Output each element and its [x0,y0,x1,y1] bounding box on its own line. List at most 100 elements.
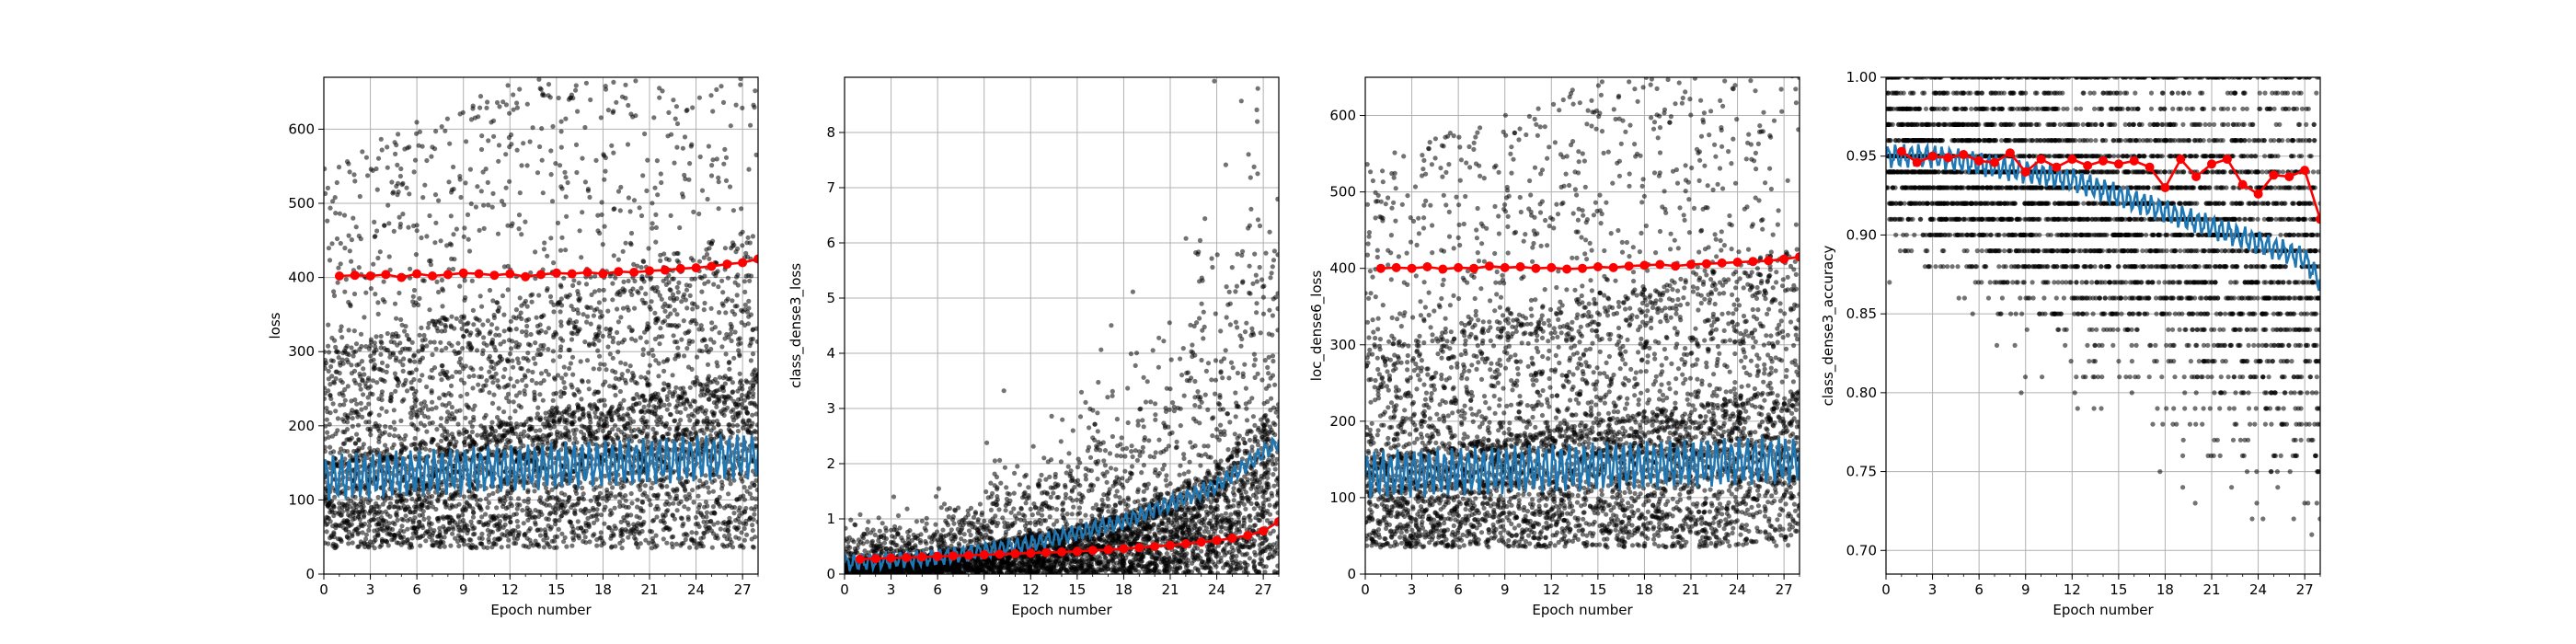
scatter-point [430,399,435,405]
scatter-point [411,352,417,358]
scatter-point [704,391,709,397]
scatter-point [546,422,552,428]
scatter-point [525,358,531,363]
scatter-point [610,437,615,443]
scatter-point [507,178,512,184]
scatter-point [557,517,562,523]
scatter-point [446,179,452,185]
scatter-point [579,429,584,434]
scatter-point [336,165,342,170]
scatter-point [748,36,753,40]
scatter-point [509,142,514,147]
scatter-point [574,169,580,176]
scatter-point [485,99,490,105]
scatter-point [696,52,700,57]
scatter-point [493,348,499,353]
scatter-point [434,325,440,331]
scatter-point [446,400,452,406]
scatter-point [718,526,723,532]
scatter-point [545,445,550,451]
scatter-point [326,388,331,394]
scatter-point [731,504,738,511]
scatter-point [558,282,564,288]
scatter-point [625,51,629,55]
scatter-point [727,477,732,482]
scatter-point [685,18,690,23]
scatter-point [341,213,348,218]
scatter-point [641,397,647,403]
scatter-point [616,492,622,498]
scatter-point [591,313,597,318]
scatter-point [509,224,514,229]
scatter-point [753,88,758,94]
x-tick-label: 18 [594,581,612,598]
scatter-point [696,493,701,499]
scatter-point [570,96,576,101]
scatter-point [689,366,695,372]
scatter-point [701,519,707,524]
epoch-mean-marker [365,271,375,281]
scatter-point [376,504,382,510]
scatter-point [524,323,530,329]
scatter-point [335,280,340,285]
scatter-point [443,499,448,504]
scatter-point [405,536,410,543]
scatter-point [445,432,451,438]
scatter-point [339,335,345,340]
scatter-point [356,437,362,443]
scatter-point [326,343,331,349]
scatter-point [633,78,638,84]
scatter-point [375,300,381,305]
scatter-point [456,514,462,520]
scatter-point [636,483,641,489]
scatter-point [642,375,649,381]
scatter-point [355,422,362,428]
scatter-point [740,243,745,248]
scatter-point [556,506,561,512]
scatter-point [625,368,631,374]
scatter-point [494,439,500,445]
scatter-point [620,305,627,311]
scatter-point [497,536,502,542]
scatter-point [496,422,501,428]
scatter-point [386,432,392,438]
scatter-point [703,523,708,529]
scatter-point [344,420,351,425]
scatter-point [451,526,456,532]
scatter-point [683,531,689,536]
scatter-point [667,287,673,293]
scatter-point [338,377,343,384]
scatter-point [699,275,705,281]
scatter-point [358,453,363,458]
scatter-point [354,486,360,491]
scatter-point [678,499,684,505]
scatter-point [699,289,705,294]
scatter-point [645,424,650,430]
scatter-point [594,517,600,523]
scatter-point [439,363,444,369]
scatter-point [602,224,607,229]
epoch-mean-marker [614,267,624,277]
scatter-point [341,402,347,408]
scatter-point [499,545,504,550]
scatter-point [497,305,502,311]
scatter-point [566,319,571,325]
scatter-point [623,498,628,503]
scatter-point [654,431,660,436]
scatter-point [386,221,392,226]
scatter-point [686,177,692,182]
scatter-point [586,410,592,416]
scatter-point [467,443,473,449]
scatter-point [365,395,371,400]
scatter-point [447,141,453,146]
scatter-point [419,401,424,407]
scatter-point [710,157,716,163]
scatter-point [328,393,333,398]
scatter-point [642,419,648,424]
scatter-point [687,161,693,167]
scatter-point [513,327,519,332]
scatter-point [695,419,700,424]
scatter-point [433,346,439,351]
scatter-point [357,193,362,200]
scatter-point [727,467,732,473]
